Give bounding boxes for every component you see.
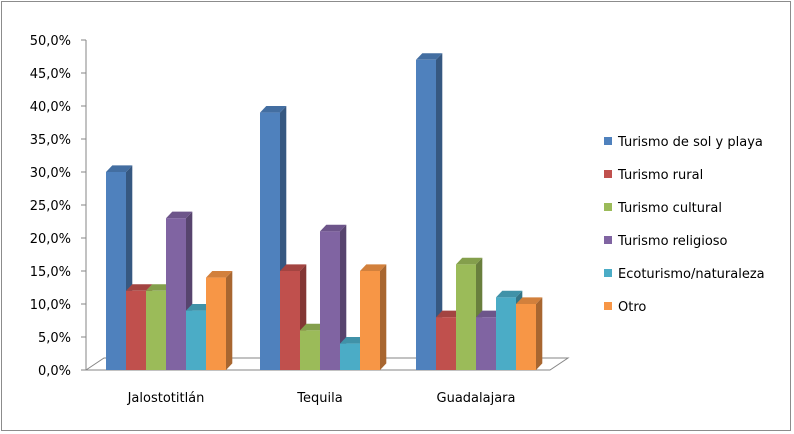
legend-label: Turismo cultural (617, 201, 722, 216)
legend-label: Turismo de sol y playa (617, 135, 763, 150)
bar-side (226, 271, 233, 370)
bar-side (536, 297, 543, 370)
bar (320, 224, 347, 370)
legend-item: Turismo cultural (604, 201, 722, 216)
bar (360, 264, 387, 370)
bar-top (516, 297, 543, 304)
bar-top (320, 224, 347, 232)
x-category-label: Tequila (296, 391, 342, 406)
y-tick-label: 10,0% (30, 298, 71, 313)
legend-swatch (604, 170, 612, 178)
chart-floor (84, 357, 570, 371)
legend-item: Ecoturismo/naturaleza (604, 267, 765, 282)
bar-top (146, 284, 173, 291)
legend-label: Ecoturismo/naturaleza (618, 267, 765, 282)
x-axis-categories: Jalostotitlán Tequila Guadalajara (127, 391, 516, 406)
bar-top (206, 271, 233, 278)
y-tick-label: 0,0% (38, 364, 71, 379)
bar-front (146, 290, 166, 370)
bar-front (340, 343, 360, 370)
y-tick-label: 30,0% (30, 166, 71, 181)
legend-swatch (604, 269, 612, 277)
bar-top (360, 264, 387, 271)
bar-top (280, 264, 307, 271)
legend-swatch (604, 203, 612, 211)
bar (206, 271, 233, 370)
bar-top (416, 53, 443, 60)
chart-bars (106, 53, 543, 371)
legend-item: Turismo rural (604, 168, 703, 183)
bar-top (496, 290, 523, 298)
y-tick-label: 40,0% (30, 100, 71, 115)
legend-swatch (604, 236, 612, 244)
bar-top (340, 337, 367, 344)
legend: Turismo de sol y playa Turismo rural Turis… (604, 135, 765, 315)
y-tick-label: 45,0% (30, 67, 71, 82)
y-tick-label: 50,0% (30, 34, 71, 49)
bar-top (186, 304, 213, 311)
x-category-label: Guadalajara (437, 391, 516, 406)
bar-side (436, 53, 443, 370)
x-category-label: Jalostotitlán (127, 391, 205, 406)
y-tick-label: 5,0% (38, 331, 71, 346)
y-tick-label: 15,0% (30, 265, 71, 280)
bar-front (280, 271, 300, 370)
bar-front (260, 112, 280, 370)
bar-front (496, 297, 516, 370)
bar-side (340, 224, 347, 370)
bar-front (166, 218, 186, 370)
bar-side (380, 264, 387, 370)
bar-front (436, 317, 456, 370)
legend-item: Turismo de sol y playa (604, 135, 763, 150)
legend-label: Otro (618, 300, 646, 315)
bar-front (106, 172, 126, 370)
y-tick-label: 25,0% (30, 199, 71, 214)
y-axis-ticks: 0,0% 5,0% 10,0% 15,0% 20,0% 25,0% 30,0% 35,0% 40… (30, 34, 86, 379)
y-tick-label: 20,0% (30, 232, 71, 247)
bar-front (320, 231, 340, 370)
legend-label: Turismo religioso (617, 234, 728, 249)
bar-front (476, 317, 496, 370)
bar (516, 297, 543, 370)
bar-front (300, 330, 320, 370)
bar-front (456, 264, 476, 370)
legend-swatch (604, 302, 612, 310)
bar-top (476, 310, 503, 318)
bar-top (300, 323, 327, 331)
bar-top (126, 284, 153, 291)
y-tick-label: 35,0% (30, 133, 71, 148)
bar-top (436, 310, 463, 318)
bar-top (260, 106, 287, 113)
bar-top (166, 211, 193, 219)
legend-item: Otro (604, 300, 646, 315)
bar-front (186, 310, 206, 370)
bar-front (126, 290, 146, 370)
bar-top (106, 165, 133, 172)
bar-front (360, 271, 380, 370)
bar-front (516, 304, 536, 370)
bar-top (456, 257, 483, 265)
legend-swatch (604, 137, 612, 145)
bar (416, 53, 443, 371)
bar-front (416, 59, 436, 371)
bar-front (206, 277, 226, 370)
legend-label: Turismo rural (617, 168, 703, 183)
legend-item: Turismo religioso (604, 234, 728, 249)
